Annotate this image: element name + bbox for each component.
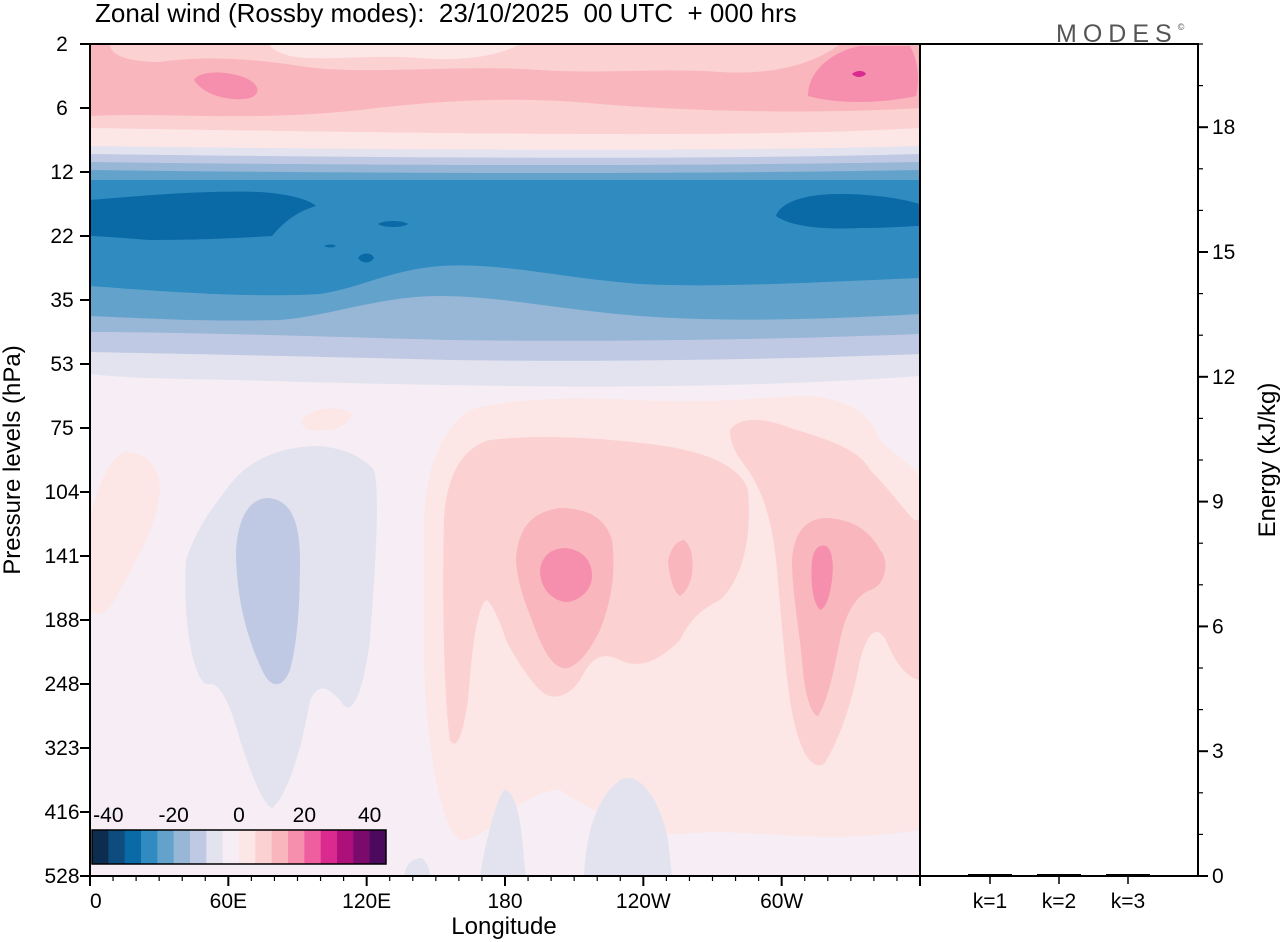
colorbar-swatch	[124, 830, 142, 864]
colorbar-swatch	[141, 830, 158, 864]
energy-axis: 0 3 6 9 12 15 18	[1198, 43, 1235, 888]
x-tick-label: 120W	[616, 890, 671, 913]
energy-tick-label: 0	[1212, 865, 1224, 888]
colorbar-swatch	[222, 830, 240, 864]
colorbar-swatch	[304, 830, 322, 864]
contour-lobe-east-neg10	[236, 498, 300, 685]
y-tick-label: 188	[44, 609, 79, 632]
energy-tick-label: 15	[1212, 241, 1235, 264]
colorbar-swatch	[320, 830, 338, 864]
energy-tick-label: 12	[1212, 366, 1235, 389]
energy-category-label: k=1	[973, 890, 1007, 913]
y-tick-label: 75	[50, 417, 73, 440]
contour-west-max-20-east	[194, 72, 258, 100]
energy-tick-label: 6	[1212, 615, 1224, 638]
colorbar-swatch	[239, 830, 256, 864]
y-tick-label: 22	[50, 225, 73, 248]
contour-lobe-west-5-far-east	[90, 452, 160, 614]
y-tick-label: 248	[44, 673, 79, 696]
energy-bar	[1037, 874, 1081, 876]
energy-bars: k=1 k=2 k=3	[968, 874, 1150, 913]
x-axis-label: Longitude	[451, 913, 556, 940]
y-tick-label: 35	[50, 289, 73, 312]
colorbar-label: -40	[93, 804, 123, 827]
y-tick-label: 6	[56, 97, 68, 120]
energy-category-label: k=3	[1111, 890, 1145, 913]
contour-east-neg35-small-b	[358, 253, 374, 263]
contour-east-neg35-east	[90, 191, 316, 240]
chart-title: Zonal wind (Rossby modes): 23/10/2025 00…	[95, 0, 797, 28]
longitude-axis: 0 60E 120E 180 120W 60W	[89, 876, 921, 913]
colorbar-swatch	[157, 830, 175, 864]
x-tick-label: 120E	[342, 890, 391, 913]
contour-lobe-west-20-a	[540, 548, 592, 602]
contour-east-neg35-west	[776, 194, 920, 229]
colorbar-label: 20	[293, 804, 316, 827]
colorbar-swatch	[288, 830, 305, 864]
contour-east-neg35-notch	[706, 201, 722, 211]
contour-west-max-30	[852, 71, 866, 77]
pressure-axis: 2 6 12 22 35 53 75 104 141 188 248 323 416 528	[44, 33, 90, 888]
energy-bar	[1106, 874, 1150, 876]
contour-lobe-west-5-small	[301, 408, 352, 431]
colorbar-label: 0	[233, 804, 245, 827]
colorbar-swatch	[190, 830, 207, 864]
y-tick-label: 323	[44, 737, 79, 760]
contour-lobe-west-15-b	[668, 540, 693, 596]
colorbar-label: 40	[358, 804, 381, 827]
contour-bottom-east-a	[480, 789, 526, 876]
contour-east-neg35-small-c	[324, 244, 336, 248]
colorbar-swatch	[353, 830, 371, 864]
x-tick-label: 0	[90, 890, 102, 913]
contour-bottom-east-c	[404, 858, 430, 876]
y-tick-label: 141	[44, 545, 79, 568]
colorbar: -40 -20 0 20 40	[91, 804, 387, 865]
colorbar-swatch	[271, 830, 289, 864]
colorbar-swatch	[173, 830, 191, 864]
energy-bar	[968, 874, 1012, 876]
contour-lobe-west-20-b	[811, 545, 833, 610]
wind-field: -40 -20 0 20 40	[90, 44, 920, 876]
energy-plot-frame	[919, 43, 1199, 877]
colorbar-frame	[91, 829, 387, 865]
colorbar-swatch	[92, 830, 109, 864]
colorbar-label: -20	[158, 804, 188, 827]
contour-east-neg35-small-a	[378, 221, 408, 227]
contour-west-upper-5-inner	[270, 44, 520, 60]
energy-category-label: k=2	[1042, 890, 1076, 913]
x-tick-label: 60E	[210, 890, 247, 913]
energy-tick-label: 3	[1212, 740, 1224, 763]
x-tick-label: 180	[487, 890, 522, 913]
energy-tick-label: 18	[1212, 116, 1235, 139]
y-tick-label: 12	[50, 161, 73, 184]
y-tick-label: 2	[56, 33, 68, 56]
contour-bottom-east-b	[584, 778, 672, 876]
y-tick-label: 104	[44, 481, 79, 504]
colorbar-swatch	[337, 830, 354, 864]
energy-tick-label: 9	[1212, 491, 1224, 514]
y-tick-label: 528	[44, 865, 79, 888]
y-tick-label: 53	[50, 353, 73, 376]
colorbar-swatch	[255, 830, 273, 864]
energy-axis-label: Energy (kJ/kg)	[1254, 383, 1280, 538]
y-tick-label: 416	[44, 801, 79, 824]
y-axis-label: Pressure levels (hPa)	[0, 345, 26, 574]
x-tick-label: 60W	[760, 890, 803, 913]
logo-mark: ©	[1177, 22, 1185, 32]
colorbar-swatch	[369, 830, 387, 864]
colorbar-swatch	[206, 830, 224, 864]
colorbar-swatch	[108, 830, 126, 864]
